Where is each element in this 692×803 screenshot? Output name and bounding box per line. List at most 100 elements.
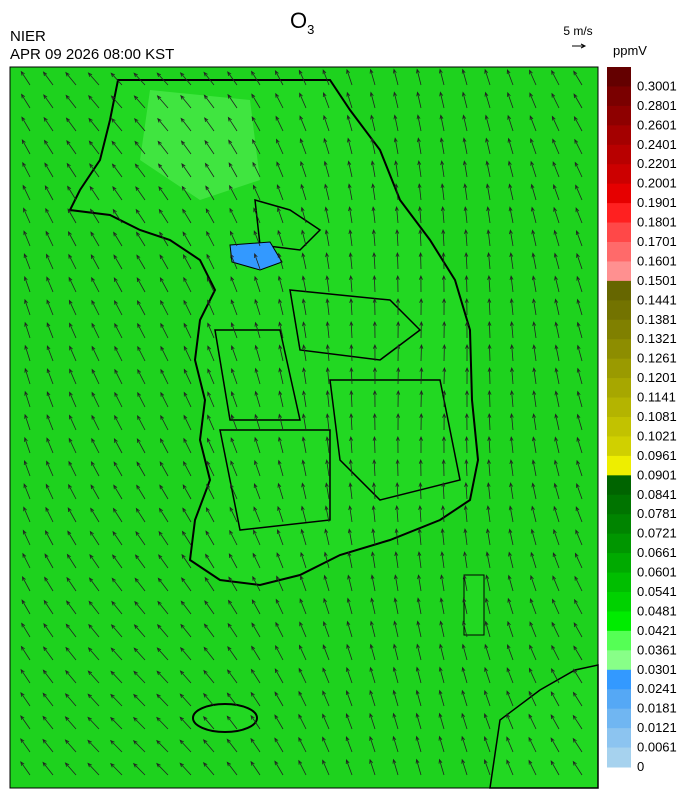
map xyxy=(9,66,599,789)
wind-arrow xyxy=(483,758,491,776)
colorbar-bin xyxy=(607,455,631,476)
wind-arrow xyxy=(205,208,215,224)
wind-arrow xyxy=(371,505,376,523)
wind-scale-arrowhead xyxy=(580,43,587,49)
wind-arrow xyxy=(69,322,77,339)
wind-arrow xyxy=(299,115,307,132)
wind-arrow xyxy=(88,117,100,132)
wind-arrow xyxy=(276,575,284,592)
wind-arrow xyxy=(254,275,261,293)
wind-arrow xyxy=(251,645,261,661)
colorbar-label: 0.0781 xyxy=(637,506,677,521)
wind-arrow xyxy=(132,739,146,753)
wind-arrow xyxy=(21,139,31,155)
wind-arrow xyxy=(110,95,123,109)
wind-arrow xyxy=(137,391,146,408)
wind-arrow xyxy=(88,600,100,615)
wind-arrow xyxy=(464,435,469,454)
wind-arrow xyxy=(22,161,31,178)
wind-arrow xyxy=(483,712,491,730)
wind-arrow xyxy=(67,185,77,201)
wind-arrow xyxy=(551,69,560,86)
colorbar-bin xyxy=(607,592,631,612)
wind-arrow xyxy=(509,229,514,247)
colorbar-bin xyxy=(607,358,631,379)
wind-arrow xyxy=(180,623,192,638)
wind-arrow xyxy=(110,739,123,753)
wind-arrow xyxy=(183,368,192,385)
wind-arrow xyxy=(254,436,261,454)
wind-arrow xyxy=(486,482,491,500)
colorbar-bin xyxy=(607,164,631,185)
wind-arrow xyxy=(66,553,77,569)
colorbar-bin xyxy=(607,105,631,126)
wind-arrow xyxy=(372,320,377,339)
wind-arrow xyxy=(46,437,54,454)
wind-arrow xyxy=(274,760,284,776)
wind-arrow xyxy=(439,68,445,86)
wind-arrow xyxy=(573,70,583,86)
wind-arrow xyxy=(89,163,100,178)
wind-arrow xyxy=(110,624,123,638)
agency: NIER xyxy=(10,28,46,45)
wind-arrow xyxy=(419,412,424,431)
wind-arrow xyxy=(507,597,514,615)
wind-arrow xyxy=(65,71,77,86)
wind-arrow xyxy=(576,298,583,316)
colorbar-label: 0.0241 xyxy=(637,681,677,696)
wind-arrow xyxy=(554,275,560,293)
wind-arrow xyxy=(183,322,192,339)
wind-arrow xyxy=(230,437,238,454)
wind-arrow xyxy=(251,93,261,109)
wind-arrow xyxy=(301,459,307,477)
colorbar-label: 0.3001 xyxy=(637,78,677,93)
wind-arrow xyxy=(464,482,469,500)
wind-arrow xyxy=(133,693,146,707)
wind-arrow xyxy=(345,736,353,753)
wind-arrow xyxy=(274,714,284,730)
wind-arrow xyxy=(182,484,192,500)
wind-arrow xyxy=(370,574,376,592)
wind-arrow xyxy=(417,160,422,178)
wind-arrow xyxy=(396,343,401,362)
wind-arrow xyxy=(440,528,445,546)
wind-arrow xyxy=(68,483,77,500)
title: O3 xyxy=(290,8,314,37)
wind-arrow xyxy=(324,505,330,523)
wind-arrow xyxy=(346,620,353,638)
wind-arrow xyxy=(156,647,169,661)
wind-arrow xyxy=(325,252,330,270)
wind-arrow xyxy=(461,735,468,753)
wind-arrow xyxy=(506,759,514,776)
wind-arrow xyxy=(485,574,491,592)
wind-arrow xyxy=(392,735,399,753)
wind-arrow xyxy=(137,414,146,431)
wind-arrow xyxy=(156,624,169,638)
colorbar: 0.3001 0.2801 0.2601 0.2401 0.2201 0.2001 0.19… xyxy=(607,67,677,774)
wind-arrow xyxy=(418,206,422,224)
wind-arrow xyxy=(24,298,31,316)
wind-arrow xyxy=(251,116,261,132)
wind-arrow xyxy=(302,390,307,408)
wind-arrow xyxy=(369,643,376,661)
wind-arrow xyxy=(418,458,423,477)
wind-arrow xyxy=(253,207,261,224)
wind-arrow xyxy=(230,460,238,477)
wind-arrow xyxy=(21,599,31,615)
colorbar-unit: ppmV xyxy=(613,43,647,58)
wind-arrow xyxy=(442,366,447,385)
wind-arrow xyxy=(134,577,146,592)
colorbar-bin xyxy=(607,494,631,515)
wind-arrow xyxy=(21,622,31,638)
wind-arrow xyxy=(506,690,514,707)
wind-arrow xyxy=(230,299,238,316)
wind-arrow xyxy=(322,667,330,684)
wind-arrow xyxy=(206,437,215,454)
wind-arrow xyxy=(181,577,192,592)
wind-arrow xyxy=(157,600,169,615)
wind-arrow xyxy=(182,507,192,523)
wind-arrow xyxy=(415,758,422,776)
wind-arrow xyxy=(180,94,192,109)
wind-arrow xyxy=(156,716,169,730)
wind-arrow xyxy=(298,713,307,730)
